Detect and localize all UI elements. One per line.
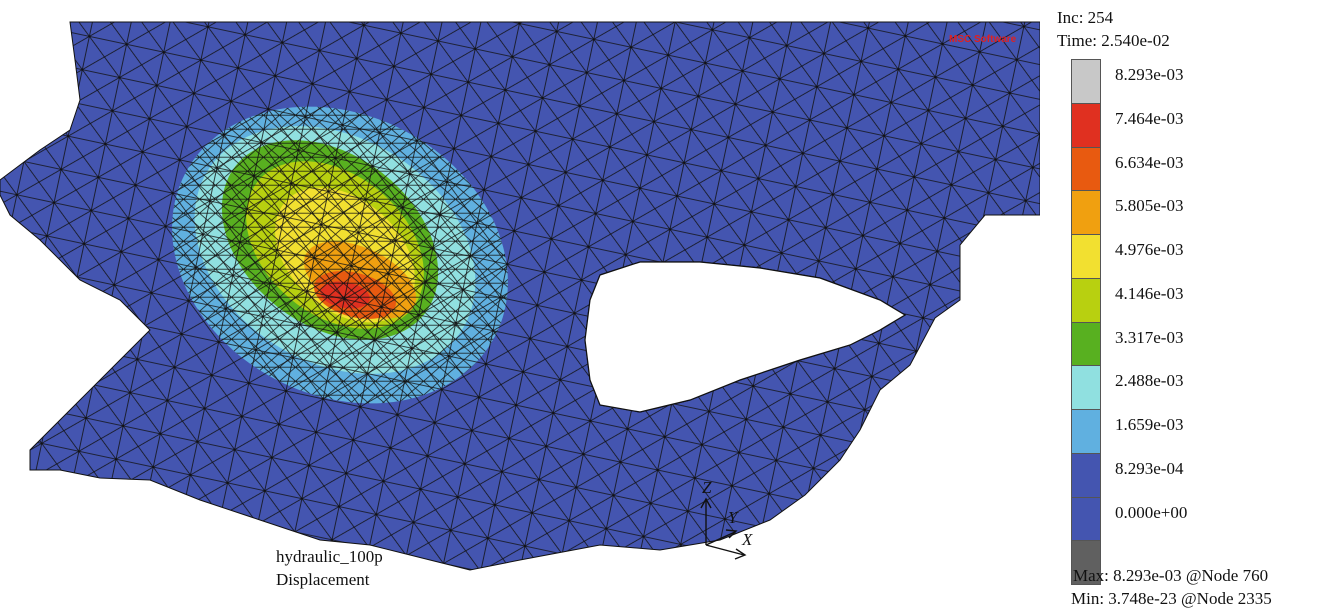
legend-label: 8.293e-03 [1115, 65, 1184, 84]
legend-swatch [1071, 102, 1101, 148]
legend-label: 7.464e-03 [1115, 108, 1184, 128]
legend-swatch [1071, 190, 1101, 235]
legend-label: 1.659e-03 [1115, 415, 1184, 434]
legend-label: 0.000e+00 [1115, 502, 1188, 522]
legend-swatch [1071, 146, 1101, 192]
axis-z-label: Z [702, 478, 712, 497]
legend-label: 4.976e-03 [1115, 240, 1184, 259]
min-label: Min: 3.748e-23 @Node 2335 [1071, 589, 1272, 608]
legend-label: 6.634e-03 [1115, 152, 1184, 172]
job-name: hydraulic_100p [276, 547, 383, 566]
legend-swatch [1071, 59, 1101, 104]
time-label: Time: 2.540e-02 [1057, 31, 1170, 50]
legend-swatch [1071, 277, 1101, 323]
axis-x-label: X [742, 530, 753, 549]
legend-label: 5.805e-03 [1115, 196, 1184, 216]
axis-y-label: Y [728, 508, 738, 527]
legend-colorbar [1071, 59, 1101, 585]
contour-viewport[interactable] [0, 0, 1040, 612]
legend-label: 2.488e-03 [1115, 371, 1184, 391]
legend-swatch [1071, 496, 1101, 542]
quantity-name: Displacement [276, 570, 370, 589]
legend-label: 8.293e-04 [1115, 458, 1184, 478]
legend-swatch [1071, 409, 1101, 454]
max-label: Max: 8.293e-03 @Node 760 [1073, 566, 1269, 585]
msc-logo: MSC Software [949, 34, 1017, 45]
legend-swatch [1071, 234, 1101, 279]
legend-label: 4.146e-03 [1115, 283, 1184, 303]
legend-swatch [1071, 365, 1101, 410]
axis-triad [700, 497, 747, 560]
increment-label: Inc: 254 [1057, 8, 1114, 27]
mesh-svg [0, 21, 1040, 571]
legend-swatch [1071, 452, 1101, 498]
legend-swatch [1071, 540, 1101, 585]
legend-label: 3.317e-03 [1115, 327, 1184, 347]
legend-swatch [1071, 321, 1101, 367]
